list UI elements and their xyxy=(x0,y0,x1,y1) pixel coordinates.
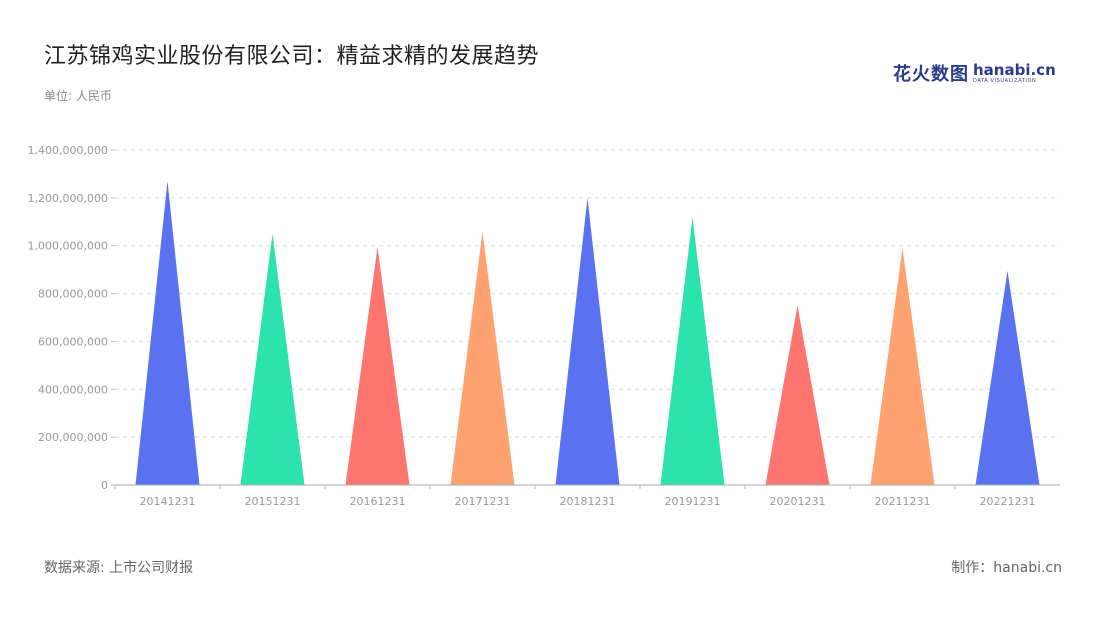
bar-20171231 xyxy=(450,231,515,485)
bar-20211231 xyxy=(870,248,935,485)
x-tick-label: 20171231 xyxy=(455,495,511,508)
bar-20141231 xyxy=(135,181,200,485)
x-tick-label: 20161231 xyxy=(350,495,406,508)
bar-20161231 xyxy=(345,246,410,485)
y-tick-label: 0 xyxy=(101,479,108,492)
data-source: 数据来源: 上市公司财报 xyxy=(44,560,194,576)
y-tick-label: 1,000,000,000 xyxy=(28,240,108,253)
bar-20201231 xyxy=(765,305,830,485)
y-tick-label: 400,000,000 xyxy=(38,383,108,396)
x-tick-label: 20181231 xyxy=(560,495,616,508)
chart-title: 江苏锦鸡实业股份有限公司：精益求精的发展趋势 xyxy=(44,44,540,69)
unit-label: 单位: 人民币 xyxy=(44,89,112,103)
logo-en-text: hanabi.cn xyxy=(973,60,1056,79)
y-tick-label: 600,000,000 xyxy=(38,335,108,348)
x-tick-label: 20211231 xyxy=(875,495,931,508)
bar-20151231 xyxy=(240,233,305,485)
bar-20191231 xyxy=(660,217,725,485)
y-tick-label: 800,000,000 xyxy=(38,288,108,301)
y-tick-label: 1,400,000,000 xyxy=(28,144,108,157)
bar-20181231 xyxy=(555,197,620,485)
bar-20221231 xyxy=(975,270,1040,485)
y-tick-label: 200,000,000 xyxy=(38,431,108,444)
x-tick-label: 20151231 xyxy=(245,495,301,508)
x-tick-label: 20141231 xyxy=(140,495,196,508)
x-tick-label: 20221231 xyxy=(980,495,1036,508)
logo-en-subtext: DATA VISUALIZATION xyxy=(973,77,1037,84)
x-tick-label: 20191231 xyxy=(665,495,721,508)
logo-en-block: hanabi.cn DATA VISUALIZATION xyxy=(973,60,1056,84)
x-axis-ticks: 20141231 20151231 20161231 20171231 20181231… xyxy=(114,485,1036,508)
brand-logo: 花火数图 hanabi.cn DATA VISUALIZATION xyxy=(893,60,1056,86)
logo-cn-text: 花火数图 xyxy=(893,64,969,85)
credit-text: 制作：hanabi.cn xyxy=(951,560,1062,576)
y-axis-ticks: 0 200,000,000 400,000,000 600,000,000 800,00… xyxy=(28,144,115,492)
x-tick-label: 20201231 xyxy=(770,495,826,508)
bars xyxy=(135,181,1040,485)
y-tick-label: 1,200,000,000 xyxy=(28,192,108,205)
